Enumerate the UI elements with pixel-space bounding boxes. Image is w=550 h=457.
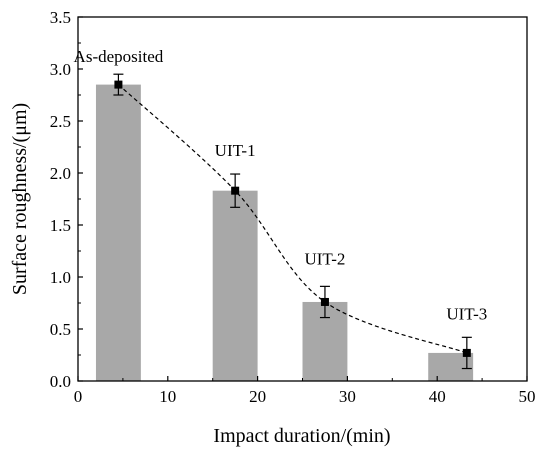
bar-label-1: As-deposited [74,47,164,66]
trend-layer [118,84,468,354]
x-tick-label-20: 20 [249,387,266,406]
bar-label-3: UIT-2 [304,249,345,268]
data-point-3 [320,297,329,306]
x-tick-label-10: 10 [159,387,176,406]
data-point-2 [231,186,240,195]
y-tick-label-3.0: 3.0 [50,60,71,79]
y-tick-label-0.5: 0.5 [50,320,71,339]
bar-4 [428,352,474,381]
x-tick-label-0: 0 [74,387,83,406]
data-point-1 [114,80,123,89]
bar-label-4: UIT-3 [446,304,487,323]
bar-1 [95,84,141,381]
x-tick-label-40: 40 [429,387,446,406]
y-axis-title: Surface roughness/(μm) [9,103,31,295]
trend-line [118,84,468,354]
bar-label-2: UIT-1 [215,141,256,160]
annotation-layer: As-deposited UIT-1 UIT-2 UIT-3 [74,47,488,323]
y-tick-label-2.5: 2.5 [50,112,71,131]
y-tick-label-1.5: 1.5 [50,216,71,235]
x-tick-label-50: 50 [519,387,536,406]
y-tick-label-2.0: 2.0 [50,164,71,183]
bars-layer [95,84,474,381]
bar-2 [212,190,258,381]
y-tick-label-3.5: 3.5 [50,8,71,27]
x-tick-label-30: 30 [339,387,356,406]
y-tick-label-1.0: 1.0 [50,268,71,287]
x-axis-title: Impact duration/(min) [213,425,390,447]
y-tick-label-0.0: 0.0 [50,372,71,391]
ticks-layer: 0 10 20 30 40 50 0.0 0.5 1.0 1.5 2.0 2.5 3.0 3.5 [50,8,536,406]
error-bars-layer [113,73,472,370]
data-point-4 [462,348,471,357]
